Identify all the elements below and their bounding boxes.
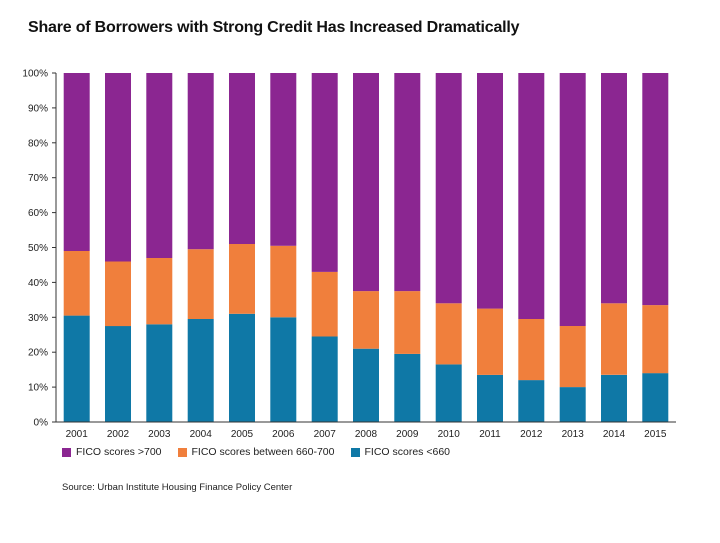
legend-label-fico-660-700: FICO scores between 660-700 [191, 446, 335, 458]
y-tick-label: 0% [34, 418, 49, 429]
chart-title: Share of Borrowers with Strong Credit Ha… [28, 19, 520, 36]
bar-2006-series-2 [270, 73, 297, 246]
bar-2015-series-2 [642, 73, 669, 306]
x-tick-label: 2003 [148, 429, 171, 440]
bar-2005-series-1 [229, 244, 255, 314]
y-tick-label: 60% [28, 208, 48, 219]
legend-swatch-fico-gt-700 [62, 447, 71, 457]
x-tick-label: 2014 [603, 429, 626, 440]
x-tick-label: 2001 [66, 429, 89, 440]
bar-2005-series-2 [229, 73, 255, 244]
y-tick-label: 100% [22, 69, 48, 80]
x-tick-label: 2008 [355, 429, 378, 440]
x-tick-label: 2009 [396, 429, 419, 440]
x-axis-ticks: 2001 2002 2003 2004 2005 2006 2007 2008 2009 2010… [66, 429, 667, 440]
y-tick-label: 80% [28, 138, 48, 149]
bar-2011-series-2 [477, 73, 503, 309]
bar-2003-series-2 [146, 73, 173, 258]
bar-2014-series-2 [601, 73, 627, 304]
bar-2010-series-1 [435, 303, 462, 365]
bar-2011-series-1 [477, 308, 503, 375]
bar-2007-series-2 [311, 73, 338, 272]
bar-2013-series-0 [559, 387, 586, 422]
x-tick-label: 2005 [231, 429, 254, 440]
bar-2001-series-2 [63, 73, 90, 251]
x-tick-label: 2013 [562, 429, 585, 440]
bar-2009-series-2 [394, 73, 421, 292]
x-tick-label: 2012 [520, 429, 543, 440]
y-tick-label: 10% [28, 383, 48, 394]
bar-2012-series-0 [518, 380, 545, 422]
y-tick-label: 90% [28, 103, 48, 114]
x-tick-label: 2006 [272, 429, 295, 440]
bar-2013-series-1 [559, 326, 586, 388]
bar-2008-series-1 [353, 291, 379, 349]
bar-2006-series-1 [270, 245, 297, 318]
bar-2014-series-1 [601, 303, 627, 375]
bar-2004-series-0 [187, 319, 214, 422]
bar-2014-series-0 [601, 374, 627, 422]
legend-item-fico-gt-700: FICO scores >700 [62, 446, 162, 458]
bar-2001-series-0 [63, 315, 90, 422]
bar-2006-series-0 [270, 317, 297, 422]
x-tick-label: 2007 [314, 429, 337, 440]
x-tick-label: 2002 [107, 429, 130, 440]
legend-item-fico-lt-660: FICO scores <660 [350, 446, 451, 458]
bar-2008-series-2 [353, 73, 379, 292]
x-tick-label: 2011 [479, 429, 501, 440]
bar-2012-series-1 [518, 319, 545, 381]
bar-2007-series-0 [311, 336, 338, 422]
y-tick-label: 40% [28, 278, 48, 289]
bar-2002-series-0 [105, 326, 131, 422]
legend-label-fico-gt-700: FICO scores >700 [76, 446, 162, 458]
legend-swatch-fico-660-700 [177, 447, 187, 457]
bar-2015-series-1 [642, 305, 669, 374]
bar-2012-series-2 [518, 73, 545, 319]
bar-2003-series-0 [146, 324, 173, 422]
legend-item-fico-660-700: FICO scores between 660-700 [177, 446, 335, 458]
bar-2010-series-0 [435, 364, 462, 422]
legend: FICO scores >700 FICO scores between 660… [62, 446, 450, 458]
bar-2007-series-1 [311, 271, 338, 337]
y-tick-label: 30% [28, 313, 48, 324]
bar-2002-series-2 [105, 73, 131, 262]
bar-2005-series-0 [229, 313, 255, 422]
bar-2015-series-0 [642, 373, 669, 422]
y-tick-label: 50% [28, 243, 48, 254]
source-note: Source: Urban Institute Housing Finance … [62, 482, 293, 493]
bars-group [63, 73, 669, 422]
x-tick-label: 2004 [190, 429, 213, 440]
bar-2009-series-1 [394, 291, 421, 354]
x-tick-label: 2015 [644, 429, 667, 440]
y-tick-label: 20% [28, 348, 48, 359]
legend-label-fico-lt-660: FICO scores <660 [364, 446, 451, 458]
bar-2004-series-1 [187, 249, 214, 319]
y-axis-ticks: 0% 10% 20% 30% 40% 50% 60% 70% 80% 90% 100% [22, 69, 56, 429]
bar-2002-series-1 [105, 261, 131, 327]
bar-2009-series-0 [394, 353, 421, 422]
y-tick-label: 70% [28, 173, 48, 184]
bar-2004-series-2 [187, 73, 214, 250]
bar-2010-series-2 [435, 73, 462, 304]
legend-swatch-fico-lt-660 [350, 447, 360, 457]
bar-2003-series-1 [146, 258, 173, 325]
bar-2008-series-0 [353, 348, 379, 422]
bar-2013-series-2 [559, 73, 586, 326]
x-tick-label: 2010 [438, 429, 461, 440]
bar-2001-series-1 [63, 251, 90, 316]
bar-2011-series-0 [477, 374, 503, 422]
